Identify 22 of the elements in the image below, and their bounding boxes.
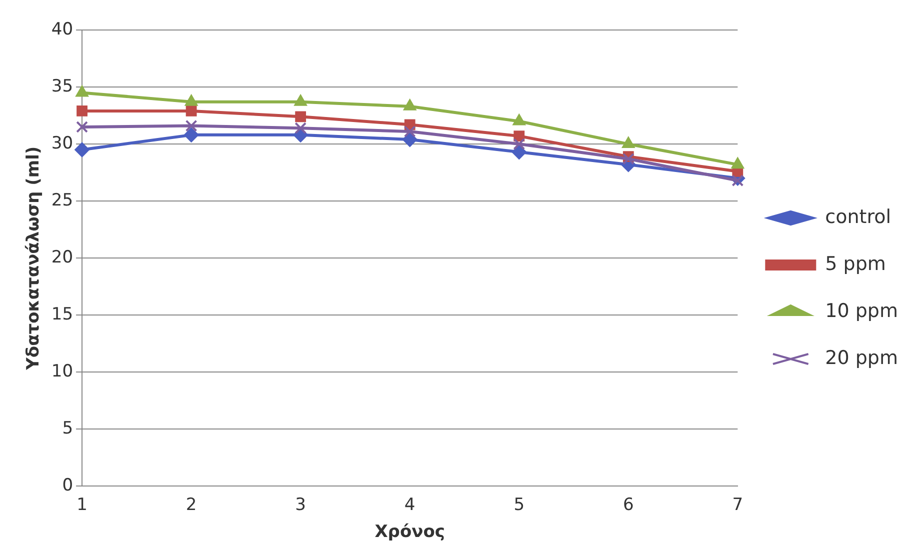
legend-label: 20 ppm [825, 346, 898, 369]
x-tick-label: 5 [514, 494, 525, 515]
legend-label: 5 ppm [825, 252, 886, 275]
x-tick-label: 7 [732, 494, 744, 515]
x-tick-label: 6 [622, 494, 634, 515]
y-tick-label: 25 [51, 190, 74, 210]
y-tick-label: 5 [62, 418, 74, 439]
y-axis-title: Υδατοκατανάλωση (ml) [24, 146, 44, 371]
x-tick-label: 4 [404, 494, 416, 515]
x-tick-label: 1 [76, 494, 88, 515]
x-tick-label: 2 [186, 494, 197, 515]
legend-label: 10 ppm [825, 300, 898, 322]
y-tick-label: 20 [51, 248, 74, 268]
y-tick-label: 15 [51, 304, 74, 325]
legend-label: control [825, 206, 892, 228]
y-tick-label: 30 [51, 133, 74, 154]
x-tick-label: 3 [295, 494, 306, 515]
y-tick-label: 10 [51, 362, 74, 382]
y-tick-label: 40 [51, 19, 74, 40]
x-axis-title: Χρόνος [374, 522, 445, 542]
y-tick-label: 0 [62, 476, 74, 496]
y-tick-label: 35 [51, 76, 74, 96]
